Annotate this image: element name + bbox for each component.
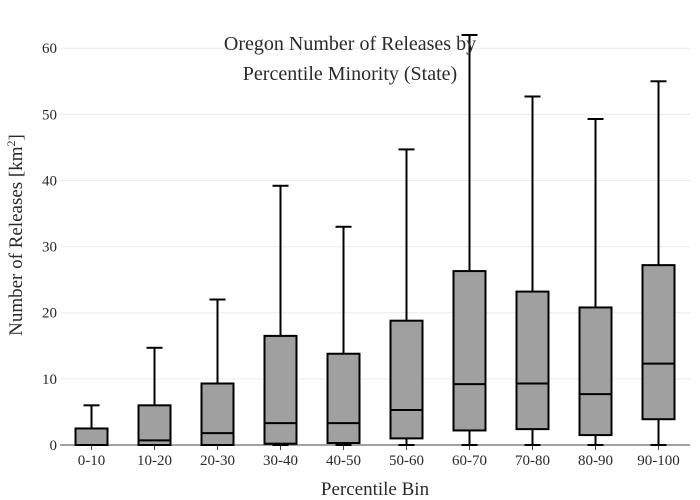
iqr-box [263, 334, 298, 445]
x-tick-label: 40-50 [326, 453, 361, 469]
y-axis-title-superscript: 2 [4, 140, 18, 146]
x-tick-label: 90-100 [637, 453, 680, 469]
box-10-20 [137, 346, 172, 446]
iqr-box [137, 404, 172, 446]
iqr-box [578, 306, 613, 437]
box-40-50 [326, 225, 361, 446]
x-tick-label: 20-30 [200, 453, 235, 469]
x-axis-title: Percentile Bin [321, 479, 430, 500]
iqr-box [200, 382, 235, 446]
x-tick-label: 50-60 [389, 453, 424, 469]
box-0-10 [74, 404, 109, 446]
iqr-box [641, 264, 676, 421]
iqr-box [452, 270, 487, 432]
iqr-box [326, 352, 361, 445]
box-60-70 [452, 34, 487, 446]
y-tick-label: 10 [42, 372, 57, 388]
tick-labels: 0 10 20 30 40 50 60 0-10 10-20 20-30 30-40 40-50 50-… [42, 41, 680, 469]
x-tick-label: 30-40 [263, 453, 298, 469]
box-20-30 [200, 298, 235, 446]
iqr-box [515, 290, 550, 431]
y-axis-title: Number of Releases [km2] [4, 134, 27, 336]
box-80-90 [578, 117, 613, 446]
y-axis-title-end: ] [6, 134, 27, 140]
x-tick-label: 60-70 [452, 453, 487, 469]
y-tick-label: 40 [42, 173, 57, 189]
y-tick-label: 50 [42, 107, 57, 123]
y-tick-label: 30 [42, 240, 57, 256]
x-tick-label: 70-80 [515, 453, 550, 469]
boxes [74, 34, 676, 446]
x-tick-label: 80-90 [578, 453, 613, 469]
y-tick-label: 0 [50, 438, 58, 454]
y-axis-title-main: Number of Releases [km [6, 146, 27, 336]
x-tick-label: 0-10 [78, 453, 106, 469]
box-50-60 [389, 148, 424, 446]
chart-title-line-2: Percentile Minority (State) [243, 63, 457, 85]
box-70-80 [515, 95, 550, 446]
iqr-box [74, 427, 109, 446]
x-tick-label: 10-20 [137, 453, 172, 469]
iqr-box [389, 319, 424, 440]
box-30-40 [263, 184, 298, 446]
y-tick-label: 20 [42, 306, 57, 322]
box-90-100 [641, 80, 676, 446]
y-tick-label: 60 [42, 41, 57, 57]
chart-title-line-1: Oregon Number of Releases by [224, 33, 476, 55]
